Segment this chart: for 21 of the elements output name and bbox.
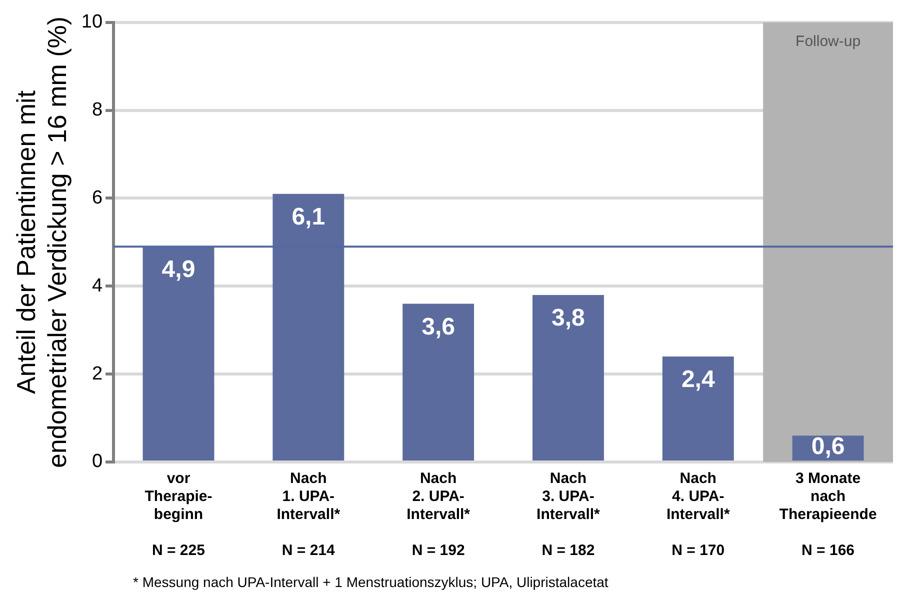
text: * Messung nach UPA-Intervall + 1 Menstruationszyklus; UPA, Ulipristalacetat: [133, 574, 610, 590]
category-label: 3 Monate nach Therapieende N = 166: [779, 470, 877, 560]
category-label: Nach 4. UPA- Intervall* N = 170: [666, 470, 730, 560]
category-label: Nach 3. UPA- Intervall* N = 182: [536, 470, 600, 560]
data-label: 6,1: [292, 203, 326, 230]
y-tick-label: 0: [92, 451, 103, 472]
data-label: 3,8: [552, 304, 585, 332]
y-tick-label: 10: [81, 12, 103, 33]
data-label: 0,6: [811, 433, 845, 460]
band-label: Follow-up: [796, 33, 861, 50]
y-tick-label: 8: [92, 100, 103, 121]
data-label: 2,4: [681, 366, 716, 394]
category-label: Nach 2. UPA- Intervall* N = 192: [406, 470, 470, 560]
y-tick-label: 4: [92, 275, 103, 296]
y-tick-label: 2: [92, 363, 103, 384]
data-label: 3,6: [422, 313, 455, 340]
data-label: 4,9: [162, 256, 196, 284]
y-tick-label: 6: [92, 187, 103, 208]
y-axis-title: Anteil der Patientinnen mit endometrialer Verdickung > 16 mm (%): [10, 16, 72, 468]
category-label: Nach 1. UPA- Intervall* N = 214: [276, 470, 340, 560]
category-label: vor Therapie- beginn N = 225: [144, 470, 212, 560]
